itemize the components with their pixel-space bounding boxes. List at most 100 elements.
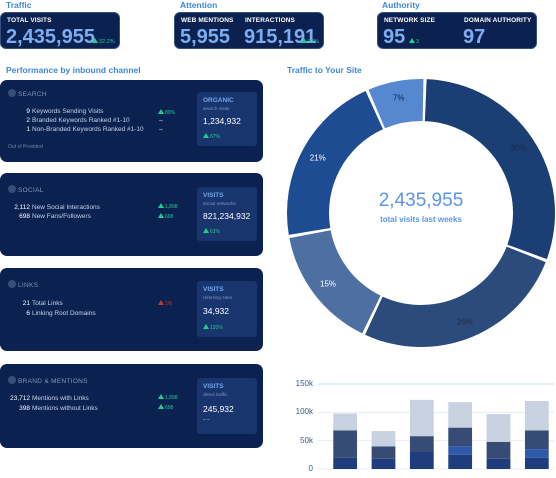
network-size-delta: 3 bbox=[409, 38, 419, 45]
y-tick-label: 50k bbox=[300, 435, 313, 445]
donut-slice-label: 15% bbox=[320, 279, 337, 289]
bar-segment bbox=[486, 441, 511, 459]
up-arrow-icon bbox=[158, 213, 164, 218]
organic-visits-box: ORGANIC search visits 1,234,932 67% bbox=[197, 92, 257, 146]
brand-row-delta: 698 bbox=[158, 404, 173, 411]
y-tick-label: 0 bbox=[308, 464, 313, 473]
direct-visits-value: 245,932 bbox=[203, 404, 234, 414]
bar-segment bbox=[409, 399, 434, 437]
bar-segment bbox=[448, 402, 473, 428]
total-visits-value: 2,435,955 bbox=[6, 26, 95, 48]
bar-segment bbox=[333, 457, 358, 469]
direct-visits-delta: – – bbox=[203, 417, 210, 423]
donut-slice-label: 26% bbox=[456, 317, 473, 327]
donut-slice bbox=[424, 79, 555, 260]
bar-segment bbox=[371, 458, 396, 469]
donut-slice bbox=[287, 90, 383, 235]
social-visits-delta: 61% bbox=[203, 228, 220, 235]
brand-row: 398 Mentions without Links bbox=[19, 405, 98, 412]
bar-segment bbox=[486, 414, 511, 442]
social-visits-box: VISITS social networks 821,234,932 61% bbox=[197, 187, 257, 241]
bar-segment bbox=[448, 427, 473, 447]
donut-slice bbox=[365, 246, 546, 347]
performance-title: Performance by inbound channel bbox=[6, 65, 141, 75]
donut-slice bbox=[368, 79, 424, 129]
direct-visits-box: VISITS direct traffic 245,932 – – bbox=[197, 378, 257, 434]
link-icon bbox=[8, 280, 16, 288]
social-visits-value: 821,234,932 bbox=[203, 211, 251, 221]
interactions-value: 915,191 bbox=[244, 26, 317, 48]
bar-segment bbox=[448, 446, 473, 455]
social-row: 2,112 New Social Interactions bbox=[14, 204, 100, 211]
donut-slice-label: 30% bbox=[510, 143, 527, 153]
bar-segment bbox=[524, 430, 549, 450]
links-visits-title: VISITS bbox=[203, 286, 224, 293]
traffic-section-title: Traffic bbox=[6, 0, 32, 10]
web-mentions-label: WEB MENTIONS bbox=[181, 17, 234, 24]
direct-visits-title: VISITS bbox=[203, 383, 224, 390]
interactions-label: INTERACTIONS bbox=[245, 17, 295, 24]
social-visits-subtitle: social networks bbox=[203, 202, 236, 207]
y-tick-label: 100k bbox=[295, 407, 313, 417]
organic-title: ORGANIC bbox=[203, 97, 234, 104]
bar-segment bbox=[448, 454, 473, 469]
bar-segment bbox=[333, 430, 358, 458]
bar-segment bbox=[371, 446, 396, 459]
bar-segment bbox=[486, 458, 511, 469]
social-panel-title: SOCIAL bbox=[8, 185, 44, 194]
total-visits-card: TOTAL VISITS 2,435,955 32.2% bbox=[0, 12, 120, 49]
social-panel: SOCIAL 2,112 New Social Interactions 698 N… bbox=[0, 173, 263, 256]
organic-value: 1,234,932 bbox=[203, 116, 241, 126]
donut-center-label: total visits last weeks bbox=[380, 215, 462, 224]
links-visits-delta: 120% bbox=[203, 324, 223, 331]
brand-row: 23,712 Mentions with Links bbox=[10, 395, 89, 402]
authority-section-title: Authority bbox=[382, 0, 420, 10]
donut-slice-label: 21% bbox=[309, 153, 326, 163]
search-panel: SEARCH 9 Keywords Sending Visits 2 Branded… bbox=[0, 80, 263, 162]
bar-segment bbox=[333, 413, 358, 431]
bar-segment bbox=[371, 431, 396, 447]
organic-subtitle: search visits bbox=[203, 107, 230, 112]
brand-panel: BRAND & MENTIONS 23,712 Mentions with Lin… bbox=[0, 364, 263, 448]
links-visits-box: VISITS referring sites 34,932 120% bbox=[197, 281, 257, 337]
total-visits-delta: 32.2% bbox=[92, 38, 115, 45]
domain-authority-value: 97 bbox=[463, 26, 486, 48]
up-arrow-icon bbox=[158, 109, 164, 114]
brand-panel-title: BRAND & MENTIONS bbox=[8, 376, 88, 385]
links-row: 6 Linking Root Domains bbox=[26, 310, 96, 317]
links-visits-value: 34,932 bbox=[203, 306, 229, 316]
y-tick-label: 150k bbox=[295, 379, 313, 388]
bar-chart-svg bbox=[318, 383, 554, 470]
search-row: 9 Keywords Sending Visits bbox=[26, 108, 104, 115]
search-row-delta: – bbox=[159, 117, 163, 124]
links-row: 21 Total Links bbox=[22, 300, 63, 307]
visits-bar-chart: 0 50k 100k 150k bbox=[284, 376, 556, 473]
search-panel-title: SEARCH bbox=[8, 89, 47, 98]
bar-segment bbox=[524, 449, 549, 458]
links-row-delta: 1% bbox=[158, 300, 172, 307]
total-visits-label: TOTAL VISITS bbox=[7, 17, 52, 24]
search-row-delta: – bbox=[159, 126, 163, 133]
up-arrow-icon bbox=[158, 404, 164, 409]
up-arrow-icon bbox=[92, 38, 98, 43]
up-arrow-icon bbox=[301, 38, 307, 43]
search-footnote: Out of Provided bbox=[8, 144, 43, 150]
up-arrow-icon bbox=[203, 133, 209, 138]
bar-segment bbox=[409, 452, 434, 469]
traffic-donut-chart: 2,435,955 total visits last weeks 30% 26%… bbox=[286, 78, 556, 348]
authority-card: NETWORK SIZE 95 3 DOMAIN AUTHORITY 97 bbox=[377, 12, 537, 49]
social-icon bbox=[8, 185, 16, 193]
network-size-label: NETWORK SIZE bbox=[384, 17, 436, 24]
bar-segment bbox=[524, 401, 549, 431]
direct-visits-subtitle: direct traffic bbox=[203, 393, 228, 398]
links-panel: LINKS 21 Total Links 6 Linking Root Domain… bbox=[0, 268, 263, 351]
domain-authority-label: DOMAIN AUTHORITY bbox=[464, 17, 532, 24]
social-visits-title: VISITS bbox=[203, 192, 224, 199]
donut-slice bbox=[289, 230, 381, 334]
bar-segment bbox=[409, 436, 434, 452]
attention-card: WEB MENTIONS 5,955 INTERACTIONS 915,191 … bbox=[174, 12, 324, 49]
brand-row-delta: 1,898 bbox=[158, 394, 178, 401]
links-visits-subtitle: referring sites bbox=[203, 296, 233, 301]
up-arrow-icon bbox=[158, 203, 164, 208]
donut-center-value: 2,435,955 bbox=[378, 190, 464, 211]
